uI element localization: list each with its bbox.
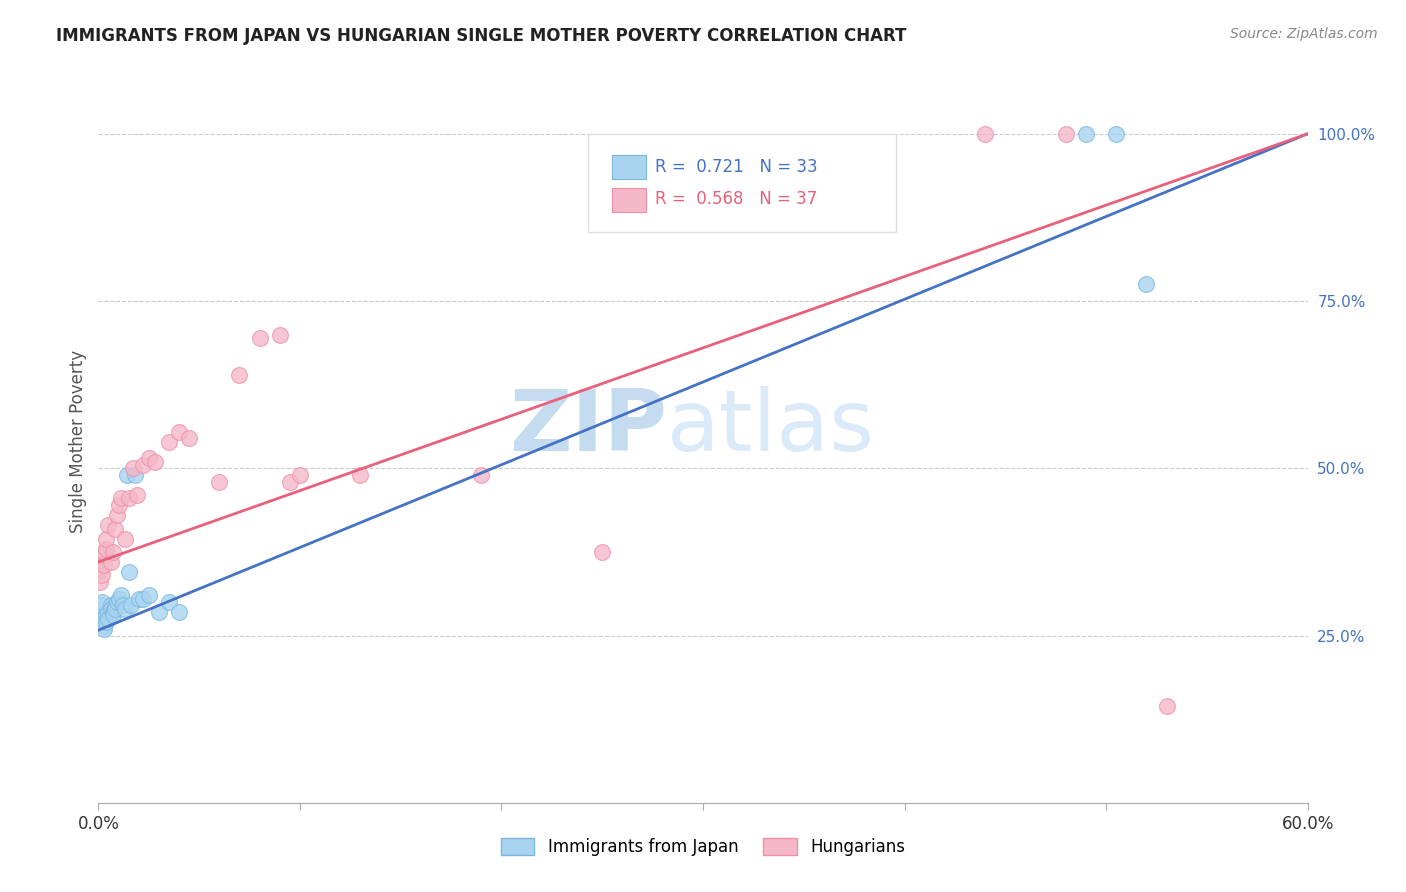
- Point: [100, 602, 122, 616]
- Point: [110, 491, 132, 506]
- Bar: [613, 155, 647, 179]
- Point: [91, 568, 114, 582]
- Point: [110, 589, 132, 603]
- Point: [89, 575, 111, 590]
- Y-axis label: Single Mother Poverty: Single Mother Poverty: [69, 350, 87, 533]
- Point: [103, 602, 125, 616]
- Point: [101, 545, 124, 559]
- Point: [157, 595, 180, 609]
- Bar: [613, 188, 647, 211]
- Point: [97, 605, 120, 619]
- Point: [118, 491, 141, 506]
- Point: [249, 331, 271, 345]
- Point: [118, 565, 141, 579]
- Point: [114, 602, 136, 616]
- Point: [91, 548, 114, 563]
- Point: [125, 488, 148, 502]
- Point: [96, 608, 118, 623]
- Point: [96, 532, 118, 546]
- Point: [148, 605, 170, 619]
- Point: [138, 589, 160, 603]
- Point: [974, 127, 997, 141]
- FancyBboxPatch shape: [588, 135, 897, 232]
- Point: [591, 545, 613, 559]
- Text: IMMIGRANTS FROM JAPAN VS HUNGARIAN SINGLE MOTHER POVERTY CORRELATION CHART: IMMIGRANTS FROM JAPAN VS HUNGARIAN SINGL…: [56, 27, 907, 45]
- Point: [101, 608, 124, 623]
- Point: [115, 467, 138, 482]
- Point: [278, 475, 301, 489]
- Point: [93, 622, 115, 636]
- Point: [91, 612, 114, 626]
- Point: [1105, 127, 1128, 141]
- Point: [120, 599, 142, 613]
- Point: [96, 615, 118, 630]
- Point: [93, 558, 115, 573]
- Point: [1054, 127, 1077, 141]
- Point: [105, 595, 128, 609]
- Point: [470, 467, 492, 482]
- Point: [103, 599, 125, 613]
- Point: [107, 591, 129, 606]
- Point: [100, 555, 122, 569]
- Point: [349, 467, 371, 482]
- Point: [111, 599, 134, 613]
- Point: [89, 562, 111, 576]
- Point: [93, 545, 115, 559]
- Point: [228, 368, 250, 382]
- Point: [101, 605, 124, 619]
- Point: [132, 591, 155, 606]
- Text: R =  0.568   N = 37: R = 0.568 N = 37: [655, 191, 817, 209]
- Point: [107, 498, 129, 512]
- Text: atlas: atlas: [666, 385, 875, 468]
- Point: [105, 508, 128, 523]
- Point: [97, 612, 120, 626]
- Point: [143, 455, 166, 469]
- Point: [167, 425, 190, 439]
- Point: [269, 327, 291, 342]
- Point: [97, 518, 120, 533]
- Text: R =  0.721   N = 33: R = 0.721 N = 33: [655, 158, 817, 176]
- Point: [100, 599, 122, 613]
- Point: [93, 618, 115, 632]
- Point: [138, 451, 160, 466]
- Point: [208, 475, 231, 489]
- Point: [1135, 277, 1157, 292]
- Point: [1074, 127, 1097, 141]
- Point: [1156, 698, 1178, 713]
- Point: [121, 461, 143, 475]
- Text: Source: ZipAtlas.com: Source: ZipAtlas.com: [1230, 27, 1378, 41]
- Point: [114, 532, 136, 546]
- Point: [128, 591, 150, 606]
- Point: [89, 599, 111, 613]
- Point: [96, 541, 118, 556]
- Point: [288, 467, 311, 482]
- Point: [179, 431, 201, 445]
- Text: ZIP: ZIP: [509, 385, 666, 468]
- Point: [132, 458, 155, 472]
- Point: [124, 467, 146, 482]
- Point: [103, 521, 125, 535]
- Legend: Immigrants from Japan, Hungarians: Immigrants from Japan, Hungarians: [495, 831, 911, 863]
- Point: [167, 605, 190, 619]
- Point: [157, 434, 180, 449]
- Point: [91, 595, 114, 609]
